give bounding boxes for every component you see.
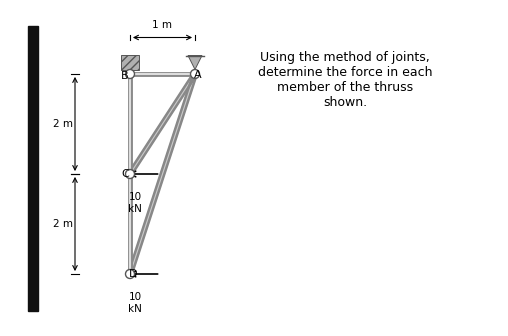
Text: 10
kN: 10 kN — [128, 292, 142, 313]
Text: 2 m: 2 m — [53, 219, 73, 229]
Text: 1 m: 1 m — [152, 20, 173, 31]
Circle shape — [125, 70, 135, 79]
Text: 2 m: 2 m — [53, 119, 73, 129]
Text: C: C — [121, 169, 129, 179]
Polygon shape — [129, 73, 197, 175]
Circle shape — [125, 269, 135, 279]
Text: D: D — [129, 269, 137, 279]
Circle shape — [190, 70, 200, 79]
Bar — [121, 55, 139, 70]
Text: 10
kN: 10 kN — [128, 192, 142, 214]
Circle shape — [125, 169, 135, 178]
Text: A: A — [194, 70, 201, 80]
Polygon shape — [129, 74, 197, 275]
Bar — [28, 26, 38, 311]
Text: B: B — [121, 71, 129, 81]
Text: Using the method of joints,
determine the force in each
member of the thruss
sho: Using the method of joints, determine th… — [258, 51, 432, 109]
Polygon shape — [188, 55, 202, 70]
